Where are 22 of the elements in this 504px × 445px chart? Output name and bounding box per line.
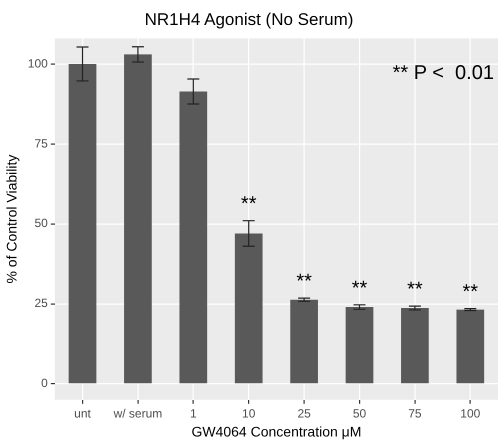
x-tick-label: unt bbox=[74, 406, 92, 420]
y-tick-label: 25 bbox=[34, 296, 48, 310]
y-axis-title: % of Control Viability bbox=[3, 154, 20, 284]
y-tick-label: 75 bbox=[34, 136, 48, 150]
x-tick-label: 50 bbox=[352, 406, 366, 420]
annotation: ** P < 0.01 bbox=[392, 62, 494, 84]
annotation: ** bbox=[407, 278, 423, 301]
y-tick-label: 100 bbox=[28, 56, 48, 70]
annotation: ** bbox=[240, 193, 257, 216]
chart-title: NR1H4 Agonist (No Serum) bbox=[144, 10, 354, 29]
x-tick-label: w/ serum bbox=[112, 406, 162, 420]
annotation: ** bbox=[296, 270, 312, 293]
annotation: ** bbox=[462, 281, 478, 304]
x-tick-label: 25 bbox=[297, 406, 312, 420]
annotation: ** bbox=[352, 277, 368, 300]
x-tick-label: 10 bbox=[242, 406, 256, 420]
x-tick-label: 1 bbox=[190, 406, 197, 420]
y-tick-label: 0 bbox=[41, 376, 48, 390]
x-axis-title: GW4064 Concentration μM bbox=[191, 423, 362, 440]
y-tick-label: 50 bbox=[34, 216, 48, 230]
x-tick-label: 75 bbox=[408, 406, 422, 420]
x-tick-label: 100 bbox=[460, 406, 481, 420]
